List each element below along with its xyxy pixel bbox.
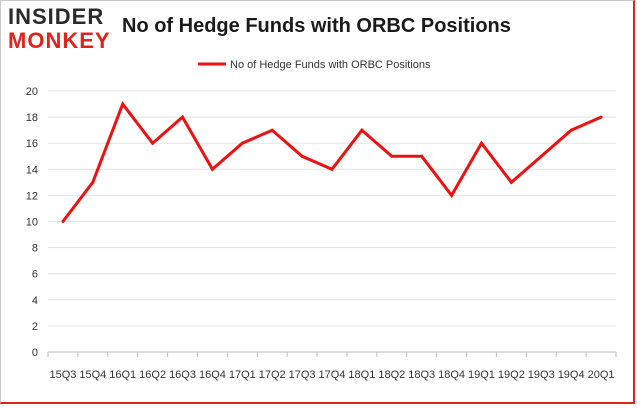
insider-monkey-logo: INSIDER MONKEY bbox=[8, 6, 118, 54]
x-tick-label: 19Q1 bbox=[468, 369, 495, 381]
x-tick-label: 17Q1 bbox=[229, 369, 256, 381]
x-tick-label: 18Q3 bbox=[408, 369, 435, 381]
x-tick-label: 16Q3 bbox=[169, 369, 196, 381]
y-tick-label: 8 bbox=[32, 243, 38, 255]
data-point bbox=[330, 167, 334, 171]
y-tick-label: 10 bbox=[26, 217, 38, 229]
data-point bbox=[360, 128, 364, 132]
x-tick-label: 18Q2 bbox=[378, 369, 405, 381]
chart-title: No of Hedge Funds with ORBC Positions bbox=[122, 15, 511, 37]
x-tick-label: 15Q3 bbox=[49, 369, 76, 381]
legend-label: No of Hedge Funds with ORBC Positions bbox=[230, 59, 431, 71]
y-tick-label: 0 bbox=[32, 347, 38, 359]
data-point bbox=[61, 220, 65, 223]
x-tick-label: 16Q2 bbox=[139, 369, 166, 381]
data-point bbox=[270, 128, 274, 132]
data-point bbox=[450, 193, 454, 197]
x-tick-label: 16Q4 bbox=[199, 369, 226, 381]
x-tick-label: 20Q1 bbox=[588, 369, 615, 381]
data-point bbox=[181, 115, 185, 119]
y-tick-label: 4 bbox=[32, 295, 38, 307]
data-point bbox=[569, 128, 573, 132]
x-tick-label: 16Q1 bbox=[109, 369, 136, 381]
x-tick-label: 17Q2 bbox=[259, 369, 286, 381]
grid-lines bbox=[47, 90, 617, 357]
data-point bbox=[420, 154, 424, 158]
data-point bbox=[390, 154, 394, 158]
data-point bbox=[479, 141, 483, 145]
data-point bbox=[509, 180, 513, 184]
data-point bbox=[210, 167, 214, 171]
data-point bbox=[121, 102, 125, 106]
x-tick-label: 17Q3 bbox=[289, 369, 316, 381]
data-point bbox=[300, 154, 304, 158]
y-tick-label: 6 bbox=[32, 269, 38, 281]
y-tick-label: 14 bbox=[26, 164, 38, 176]
y-axis-ticks: 0 2 4 6 8 10 12 14 16 18 20 bbox=[26, 86, 38, 359]
data-point bbox=[240, 141, 244, 145]
x-tick-label: 18Q4 bbox=[438, 369, 465, 381]
data-point bbox=[151, 141, 155, 145]
data-point bbox=[539, 154, 543, 158]
x-tick-label: 15Q4 bbox=[79, 369, 106, 381]
y-tick-label: 16 bbox=[26, 138, 38, 150]
x-tick-label: 18Q1 bbox=[348, 369, 375, 381]
logo-text-bottom: MONKEY bbox=[8, 28, 111, 53]
x-tick-label: 17Q4 bbox=[319, 369, 346, 381]
series-line-0 bbox=[61, 101, 602, 223]
y-tick-label: 20 bbox=[26, 86, 38, 98]
series-group bbox=[61, 101, 603, 223]
y-tick-label: 18 bbox=[26, 112, 38, 124]
x-tick-label: 19Q3 bbox=[528, 369, 555, 381]
logo-text-top: INSIDER bbox=[8, 4, 105, 29]
legend: No of Hedge Funds with ORBC Positions bbox=[198, 59, 431, 71]
x-tick-label: 19Q4 bbox=[558, 369, 585, 381]
y-tick-label: 2 bbox=[32, 321, 38, 333]
data-point bbox=[91, 180, 95, 184]
x-tick-label: 19Q2 bbox=[498, 369, 525, 381]
x-axis-ticks: 15Q3 15Q4 16Q1 16Q2 16Q3 16Q4 17Q1 17Q2 17Q3 17Q4… bbox=[49, 369, 614, 381]
y-tick-label: 12 bbox=[26, 190, 38, 202]
data-point bbox=[599, 115, 603, 119]
